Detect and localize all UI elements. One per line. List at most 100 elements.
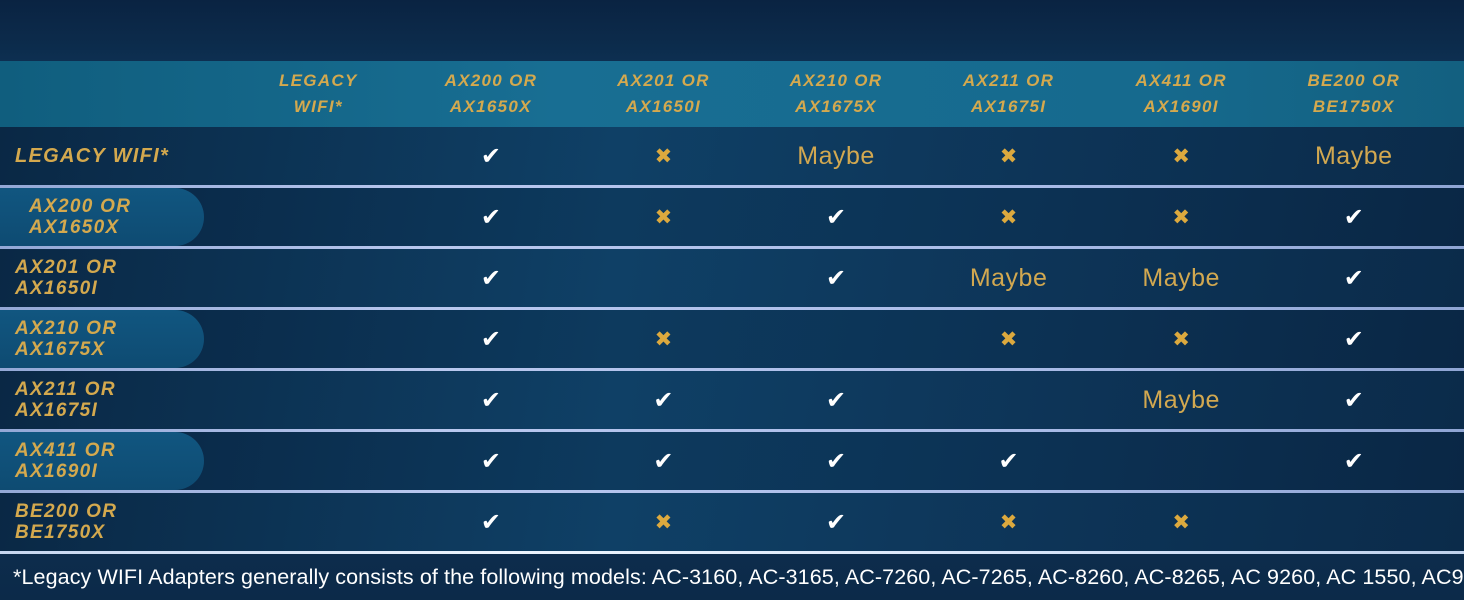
- x-icon: ✖: [999, 143, 1018, 168]
- check-icon: ✔: [825, 264, 847, 292]
- check-icon: ✔: [480, 325, 501, 353]
- maybe-label: Maybe: [1142, 385, 1220, 414]
- check-icon: ✔: [1343, 264, 1364, 292]
- column-header-legacy-wifi: LEGACY WIFI*: [232, 61, 405, 127]
- row-separator: [0, 490, 1464, 493]
- table-row: AX201 OR AX1650I ✔ ✔ Maybe Maybe ✔: [0, 249, 1464, 307]
- column-header-ax200: AX200 OR AX1650X: [405, 61, 578, 127]
- x-icon: ✖: [999, 509, 1018, 534]
- matrix-cell: [232, 310, 405, 368]
- row-label: AX210 OR AX1675X: [15, 317, 118, 360]
- column-header-line2: AX1650I: [625, 97, 702, 116]
- table-row: AX210 OR AX1675X ✔ ✖ ✖ ✖ ✔: [0, 310, 1464, 368]
- row-label-pill: [0, 432, 204, 490]
- matrix-cell: ✔: [750, 371, 923, 429]
- x-icon: ✖: [1172, 326, 1190, 351]
- matrix-cell: [232, 432, 405, 490]
- matrix-cell: ✖: [1095, 127, 1268, 185]
- x-icon: ✖: [654, 204, 673, 229]
- matrix-cell: ✔: [405, 310, 578, 368]
- maybe-label: Maybe: [1314, 141, 1393, 170]
- x-icon: ✖: [1172, 143, 1190, 168]
- matrix-cell: [922, 371, 1095, 429]
- x-icon: ✖: [999, 326, 1018, 351]
- matrix-cell: ✔: [577, 371, 750, 429]
- row-label-cell: LEGACY WIFI*: [0, 127, 232, 185]
- matrix-cell: ✖: [922, 493, 1095, 551]
- row-label-cell: AX211 OR AX1675I: [0, 371, 232, 429]
- footnote-text: *Legacy WIFI Adapters generally consists…: [13, 564, 1464, 589]
- matrix-cell: ✔: [750, 188, 923, 246]
- check-icon: ✔: [1343, 386, 1364, 414]
- column-header-line2: AX1650X: [449, 97, 532, 116]
- table-header: LEGACY WIFI* AX200 OR AX1650X AX201 OR A…: [0, 61, 1464, 127]
- matrix-cell: [1267, 493, 1440, 551]
- check-icon: ✔: [480, 264, 501, 292]
- matrix-cell: Maybe: [1267, 127, 1440, 185]
- matrix-cell: ✔: [922, 432, 1095, 490]
- matrix-cell: ✖: [1095, 493, 1268, 551]
- matrix-cell: [232, 371, 405, 429]
- row-separator: [0, 429, 1464, 432]
- row-label: AX201 OR AX1650I: [15, 256, 118, 299]
- check-icon: ✔: [825, 447, 847, 475]
- matrix-cell: [232, 127, 405, 185]
- check-icon: ✔: [825, 203, 847, 231]
- x-icon: ✖: [1172, 204, 1190, 229]
- column-header-line1: AX211 OR: [962, 70, 1055, 90]
- check-icon: ✔: [480, 142, 501, 170]
- x-icon: ✖: [1172, 509, 1190, 534]
- column-header-line2: WIFI*: [293, 97, 343, 116]
- check-icon: ✔: [1343, 203, 1364, 231]
- matrix-cell: Maybe: [922, 249, 1095, 307]
- x-icon: ✖: [654, 509, 673, 534]
- check-icon: ✔: [998, 447, 1019, 475]
- header-corner-cell: [0, 61, 232, 127]
- check-icon: ✔: [825, 386, 847, 414]
- maybe-label: Maybe: [797, 141, 875, 170]
- matrix-cell: ✖: [922, 310, 1095, 368]
- row-label-cell: AX210 OR AX1675X: [0, 310, 232, 368]
- matrix-cell: [232, 249, 405, 307]
- column-header-line1: BE200 OR: [1307, 70, 1401, 90]
- check-icon: ✔: [480, 447, 501, 475]
- matrix-cell: ✔: [750, 249, 923, 307]
- matrix-cell: ✔: [750, 432, 923, 490]
- column-header-line1: AX210 OR: [789, 70, 883, 90]
- matrix-cell: ✖: [1095, 188, 1268, 246]
- row-label-cell: AX200 OR AX1650X: [0, 188, 232, 246]
- row-label-pill: [0, 188, 204, 246]
- matrix-cell: ✔: [1267, 432, 1440, 490]
- matrix-cell: ✔: [405, 432, 578, 490]
- row-label-cell: AX411 OR AX1690I: [0, 432, 232, 490]
- matrix-cell: ✔: [405, 127, 578, 185]
- row-label-pill: [0, 310, 204, 368]
- matrix-cell: ✔: [405, 249, 578, 307]
- matrix-cell: ✖: [922, 188, 1095, 246]
- row-label: LEGACY WIFI*: [15, 144, 170, 167]
- column-header-ax211: AX211 OR AX1675I: [922, 61, 1095, 127]
- table-body: LEGACY WIFI* ✔ ✖ Maybe ✖ ✖ Maybe AX200 OR AX1650…: [0, 127, 1464, 551]
- matrix-cell: [1095, 432, 1268, 490]
- matrix-cell: ✔: [750, 493, 923, 551]
- check-icon: ✔: [480, 203, 501, 231]
- matrix-cell: ✖: [577, 188, 750, 246]
- check-icon: ✔: [653, 386, 674, 414]
- column-header-line2: AX1690I: [1143, 97, 1219, 116]
- matrix-cell: ✔: [1267, 249, 1440, 307]
- table-row: AX211 OR AX1675I ✔ ✔ ✔ Maybe ✔: [0, 371, 1464, 429]
- column-header-line1: AX201 OR: [617, 70, 710, 90]
- matrix-cell: ✖: [577, 127, 750, 185]
- matrix-cell: ✖: [577, 493, 750, 551]
- table-row: BE200 OR BE1750X ✔ ✖ ✔ ✖ ✖: [0, 493, 1464, 551]
- x-icon: ✖: [654, 326, 673, 351]
- matrix-cell: Maybe: [1095, 249, 1268, 307]
- check-icon: ✔: [1343, 447, 1364, 475]
- x-icon: ✖: [999, 204, 1018, 229]
- row-label: BE200 OR BE1750X: [15, 500, 118, 543]
- column-header-be200: BE200 OR BE1750X: [1267, 61, 1440, 127]
- row-separator: [0, 368, 1464, 371]
- matrix-cell: ✔: [405, 371, 578, 429]
- check-icon: ✔: [1343, 325, 1364, 353]
